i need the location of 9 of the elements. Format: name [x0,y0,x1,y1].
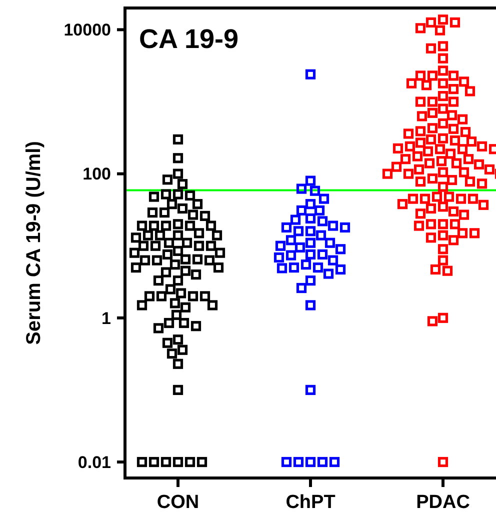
text: CA 19-9 [139,24,239,54]
y-tick-label: 0.01 [78,452,111,472]
y-axis-title: Serum CA 19-9 (U/ml) [23,141,45,345]
x-tick-label: PDAC [416,492,470,513]
x-tick-label: CON [156,492,200,513]
y-tick-label: 1 [102,308,111,328]
x-tick-label: ChPT [286,492,336,513]
y-tick-label: 10000 [64,20,111,40]
y-tick-label: 100 [82,164,111,184]
